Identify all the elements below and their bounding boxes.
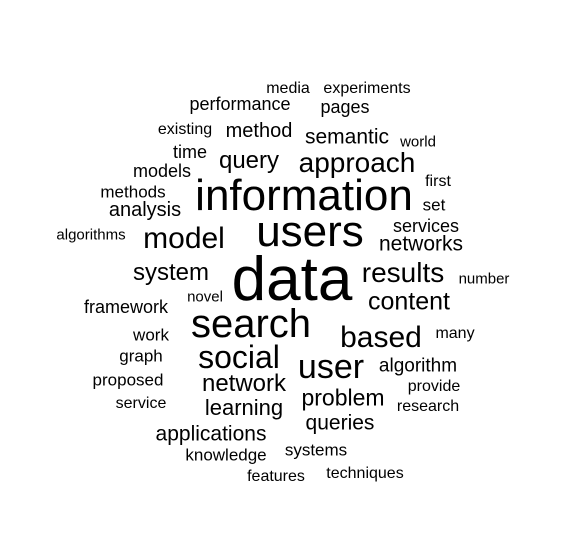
word-learning: learning — [204, 395, 284, 420]
word-proposed: proposed — [92, 370, 164, 390]
word-performance: performance — [189, 94, 291, 114]
word-set: set — [422, 195, 446, 215]
word-results: results — [361, 257, 445, 288]
word-user: user — [297, 348, 365, 386]
word-networks: networks — [378, 232, 464, 256]
word-knowledge: knowledge — [185, 445, 267, 465]
word-time: time — [172, 142, 208, 162]
word-work: work — [133, 325, 169, 345]
word-network: network — [201, 370, 287, 397]
word-problem: problem — [301, 384, 385, 411]
word-features: features — [247, 468, 305, 485]
word-systems: systems — [284, 440, 348, 460]
word-users: users — [256, 207, 364, 256]
word-content: content — [367, 287, 451, 316]
word-pages: pages — [320, 97, 370, 117]
word-queries: queries — [305, 411, 375, 435]
word-framework: framework — [83, 297, 169, 317]
word-information: information — [195, 171, 413, 220]
word-semantic: semantic — [304, 125, 390, 149]
word-applications: applications — [155, 422, 267, 446]
word-service: service — [115, 395, 167, 412]
word-models: models — [132, 161, 192, 181]
word-algorithms: algorithms — [56, 226, 126, 244]
word-query: query — [218, 147, 280, 174]
word-analysis: analysis — [108, 199, 182, 221]
word-first: first — [425, 173, 451, 190]
word-number: number — [458, 270, 510, 288]
word-social: social — [198, 339, 280, 375]
word-algorithm: algorithm — [378, 355, 458, 377]
word-based: based — [340, 321, 422, 354]
word-existing: existing — [157, 121, 213, 138]
word-services: services — [392, 216, 460, 236]
word-method: method — [225, 120, 293, 142]
word-experiments: experiments — [323, 80, 411, 97]
word-methods: methods — [100, 182, 166, 202]
word-media: media — [266, 80, 310, 97]
word-model: model — [143, 222, 225, 255]
word-many: many — [435, 325, 475, 342]
word-search: search — [190, 302, 312, 346]
word-techniques: techniques — [326, 465, 404, 482]
word-system: system — [132, 259, 210, 286]
word-provide: provide — [407, 378, 461, 395]
word-novel: novel — [187, 288, 223, 306]
word-research: research — [396, 398, 460, 415]
word-world: world — [400, 133, 436, 151]
word-approach: approach — [298, 147, 416, 178]
word-graph: graph — [119, 346, 163, 366]
word-data: data — [231, 245, 353, 314]
